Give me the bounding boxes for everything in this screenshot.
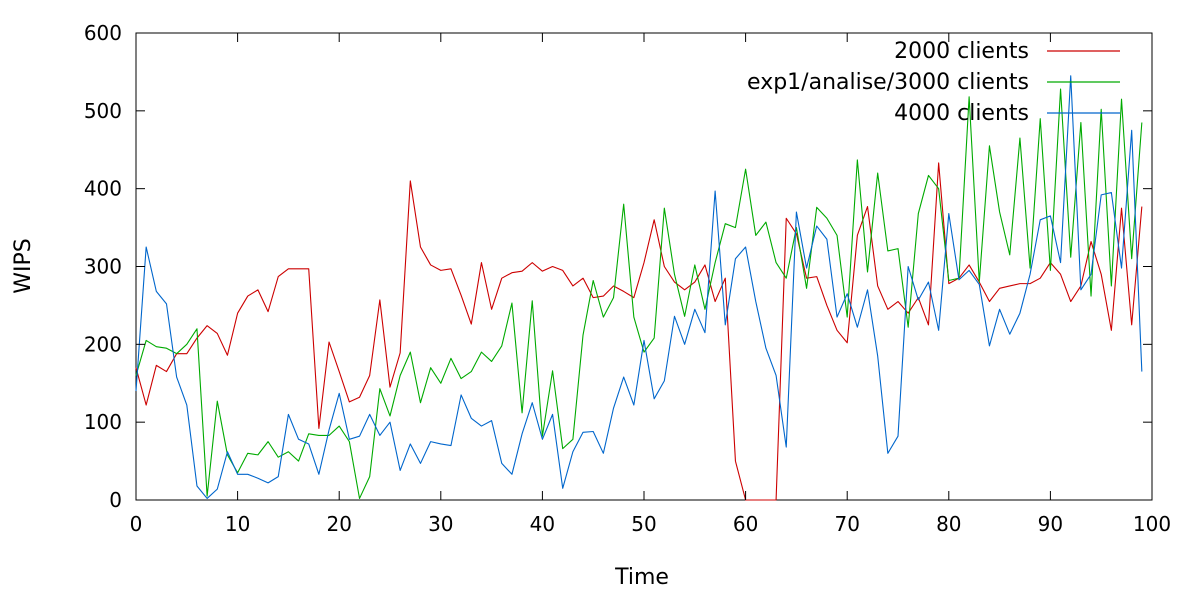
- x-tick-label: 30: [428, 512, 453, 536]
- x-tick-label: 10: [225, 512, 250, 536]
- y-axis: 0 100 200 300 400 500 600: [84, 21, 1152, 512]
- x-tick-label: 60: [733, 512, 758, 536]
- legend: 2000 clients exp1/analise/3000 clients 400…: [747, 39, 1120, 126]
- x-tick-label: 0: [130, 512, 143, 536]
- y-axis-title: WIPS: [11, 238, 36, 293]
- x-tick-label: 20: [326, 512, 351, 536]
- x-tick-label: 70: [834, 512, 859, 536]
- y-tick-label: 600: [84, 21, 122, 45]
- y-tick-label: 400: [84, 177, 122, 201]
- x-tick-label: 90: [1038, 512, 1063, 536]
- x-tick-label: 80: [936, 512, 961, 536]
- x-tick-label: 100: [1133, 512, 1171, 536]
- x-tick-label: 50: [631, 512, 656, 536]
- series-layer: [135, 75, 1143, 501]
- y-tick-label: 500: [84, 99, 122, 123]
- legend-label-2: exp1/analise/3000 clients: [747, 70, 1029, 95]
- series-line-2: [135, 88, 1143, 499]
- series-line-1: [135, 162, 1143, 501]
- y-tick-label: 100: [84, 410, 122, 434]
- y-tick-label: 0: [109, 488, 122, 512]
- x-axis-title: Time: [614, 565, 669, 590]
- x-tick-label: 40: [530, 512, 555, 536]
- series-line-3: [135, 75, 1143, 499]
- x-axis: 0 10 20 30 40 50 60 70 80 90 100: [130, 33, 1171, 536]
- legend-label-3: 4000 clients: [894, 101, 1029, 126]
- y-tick-label: 200: [84, 332, 122, 356]
- legend-label-1: 2000 clients: [894, 39, 1029, 64]
- y-tick-label: 300: [84, 255, 122, 279]
